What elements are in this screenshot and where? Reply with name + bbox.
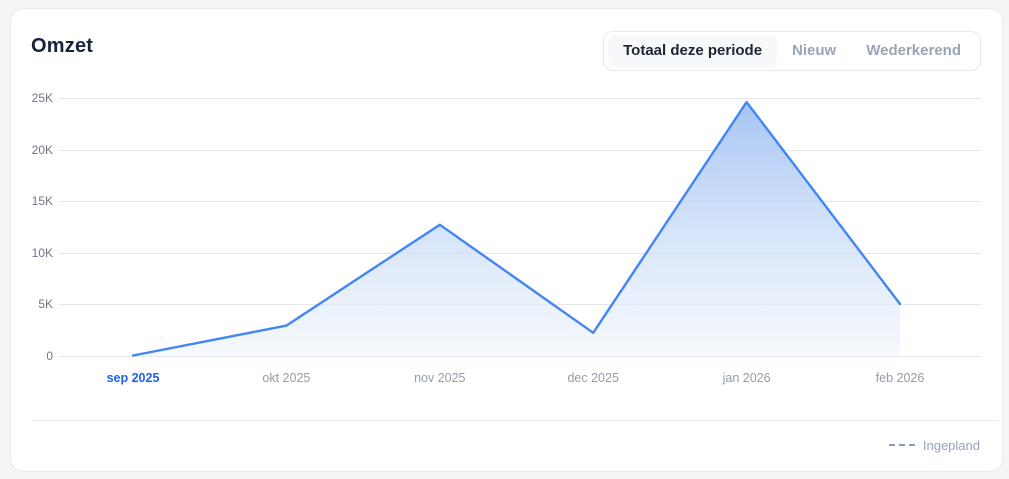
- dashed-line-icon: [888, 444, 915, 446]
- y-axis-label: 20K: [31, 142, 53, 157]
- y-axis-label: 15K: [31, 194, 53, 208]
- gridline: [59, 98, 981, 99]
- gridline: [59, 355, 981, 357]
- period-tab-group: Totaal deze periode Nieuw Wederkerend: [603, 31, 981, 71]
- x-axis-label: dec 2025: [567, 371, 619, 385]
- gridline: [59, 252, 981, 254]
- x-axis-label: jan 2026: [722, 371, 771, 385]
- y-axis-label: 10K: [31, 245, 53, 260]
- area-line-series: [131, 100, 902, 357]
- footer-divider: [31, 420, 998, 421]
- x-axis-label: nov 2025: [414, 371, 466, 385]
- x-axis-label: okt 2025: [262, 371, 311, 385]
- gridline: [59, 201, 981, 202]
- tab-totaal-deze-periode[interactable]: Totaal deze periode: [608, 35, 778, 67]
- x-axis-label: sep 2025: [106, 371, 160, 385]
- gridline: [59, 149, 981, 151]
- tab-wederkerend[interactable]: Wederkerend: [851, 35, 976, 67]
- tab-nieuw[interactable]: Nieuw: [777, 35, 851, 67]
- revenue-chart[interactable]: 0 5K 10K 15K 20K 25K sep 2025 okt 2025 nov 2025 d…: [11, 9, 1002, 471]
- x-axis-label: feb 2026: [875, 371, 925, 385]
- y-axis-label: 5K: [38, 297, 53, 311]
- y-axis-label: 25K: [31, 91, 53, 105]
- page-title: Omzet: [31, 35, 94, 57]
- legend-item-ingepland[interactable]: Ingepland: [888, 437, 980, 453]
- y-axis-label: 0: [46, 348, 53, 363]
- revenue-card: Omzet Totaal deze periode Nieuw Wederker…: [10, 8, 1003, 472]
- legend-label: Ingepland: [922, 437, 980, 453]
